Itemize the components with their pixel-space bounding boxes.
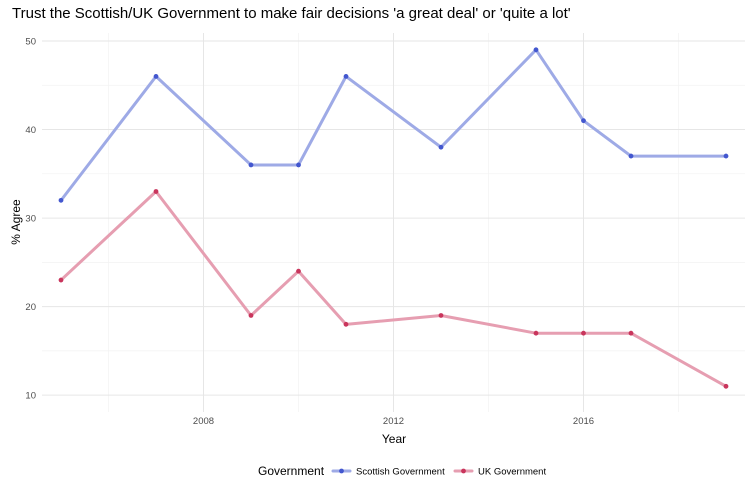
- y-axis-title: % Agree: [9, 199, 23, 245]
- data-point: [533, 330, 539, 336]
- chart-title: Trust the Scottish/UK Government to make…: [12, 5, 571, 22]
- data-point: [723, 153, 729, 159]
- data-point: [628, 330, 634, 336]
- series-layer: [58, 47, 729, 389]
- data-point: [296, 162, 301, 168]
- legend-title: Government: [258, 464, 325, 478]
- data-point: [343, 321, 349, 327]
- x-tick-label: 2012: [383, 416, 404, 427]
- data-point: [581, 118, 586, 124]
- data-point: [438, 144, 444, 150]
- data-point: [58, 197, 64, 203]
- y-tick-label: 30: [25, 214, 36, 225]
- y-tick-label: 10: [25, 391, 36, 402]
- y-tick-label: 40: [25, 125, 36, 136]
- series-line: [59, 190, 728, 388]
- legend-key-point: [339, 468, 344, 474]
- data-point: [248, 313, 254, 318]
- data-point: [343, 73, 349, 79]
- data-point: [248, 162, 254, 168]
- x-tick-label: 2008: [193, 416, 214, 427]
- x-tick-label: 2016: [573, 416, 594, 427]
- data-point: [628, 153, 634, 159]
- legend-key-point: [461, 468, 466, 474]
- data-point: [153, 73, 159, 79]
- data-point: [438, 313, 444, 318]
- legend-item: Scottish Government: [331, 467, 445, 478]
- data-point: [581, 330, 586, 336]
- data-point: [533, 47, 539, 53]
- data-point: [153, 189, 159, 194]
- data-point: [296, 268, 301, 274]
- data-point: [58, 277, 64, 283]
- x-axis-title: Year: [382, 432, 406, 446]
- legend-item: UK Government: [453, 467, 546, 478]
- y-tick-label: 50: [25, 36, 36, 47]
- data-point: [723, 383, 729, 389]
- y-axis-ticks: 10 20 30 40 50: [25, 36, 36, 401]
- legend-label: Scottish Government: [356, 467, 445, 478]
- series-uk-government: [58, 189, 729, 389]
- series-line: [59, 48, 728, 202]
- legend-items: Scottish Government UK Government: [331, 467, 546, 478]
- legend: Government Scottish Government UK Governm…: [258, 464, 546, 478]
- x-axis-ticks: 2008 2012 2016: [193, 416, 594, 427]
- series-scottish-government: [58, 47, 729, 203]
- legend-label: UK Government: [478, 467, 546, 478]
- grid: [42, 33, 745, 412]
- y-tick-label: 20: [25, 302, 36, 313]
